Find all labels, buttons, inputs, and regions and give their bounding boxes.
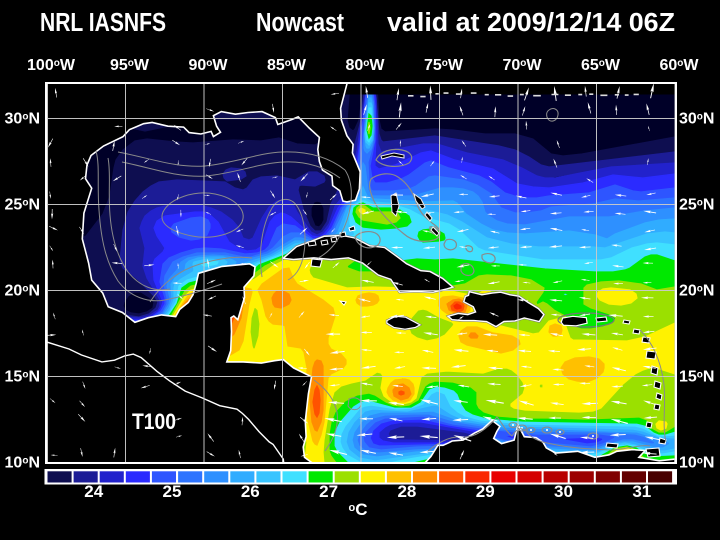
svg-text:Nowcast: Nowcast xyxy=(256,9,344,37)
svg-text:30: 30 xyxy=(554,482,573,501)
svg-text:15oN: 15oN xyxy=(679,369,714,386)
svg-text:30oN: 30oN xyxy=(679,111,714,128)
svg-text:85oW: 85oW xyxy=(267,57,307,74)
svg-text:24: 24 xyxy=(84,482,103,501)
svg-text:valid at 2009/12/14 06Z: valid at 2009/12/14 06Z xyxy=(387,9,675,37)
svg-text:NRL IASNFS: NRL IASNFS xyxy=(40,9,166,37)
svg-text:31: 31 xyxy=(632,482,651,501)
svg-text:25: 25 xyxy=(163,482,182,501)
svg-text:26: 26 xyxy=(241,482,260,501)
svg-text:25oN: 25oN xyxy=(679,197,714,214)
svg-text:100oW: 100oW xyxy=(27,57,76,74)
svg-text:80oW: 80oW xyxy=(345,57,385,74)
svg-text:30oN: 30oN xyxy=(5,111,40,128)
svg-text:27: 27 xyxy=(319,482,338,501)
svg-text:T100: T100 xyxy=(132,409,176,434)
svg-text:10oN: 10oN xyxy=(5,455,40,472)
svg-text:95oW: 95oW xyxy=(110,57,150,74)
svg-text:75oW: 75oW xyxy=(424,57,464,74)
svg-text:60oW: 60oW xyxy=(659,57,699,74)
svg-text:25oN: 25oN xyxy=(5,197,40,214)
svg-text:65oW: 65oW xyxy=(581,57,621,74)
svg-text:15oN: 15oN xyxy=(5,369,40,386)
svg-text:70oW: 70oW xyxy=(502,57,542,74)
svg-text:29: 29 xyxy=(476,482,495,501)
svg-text:20oN: 20oN xyxy=(679,283,714,300)
svg-text:10oN: 10oN xyxy=(679,455,714,472)
svg-text:90oW: 90oW xyxy=(188,57,228,74)
svg-text:oC: oC xyxy=(348,500,367,519)
svg-text:20oN: 20oN xyxy=(5,283,40,300)
svg-text:28: 28 xyxy=(397,482,416,501)
